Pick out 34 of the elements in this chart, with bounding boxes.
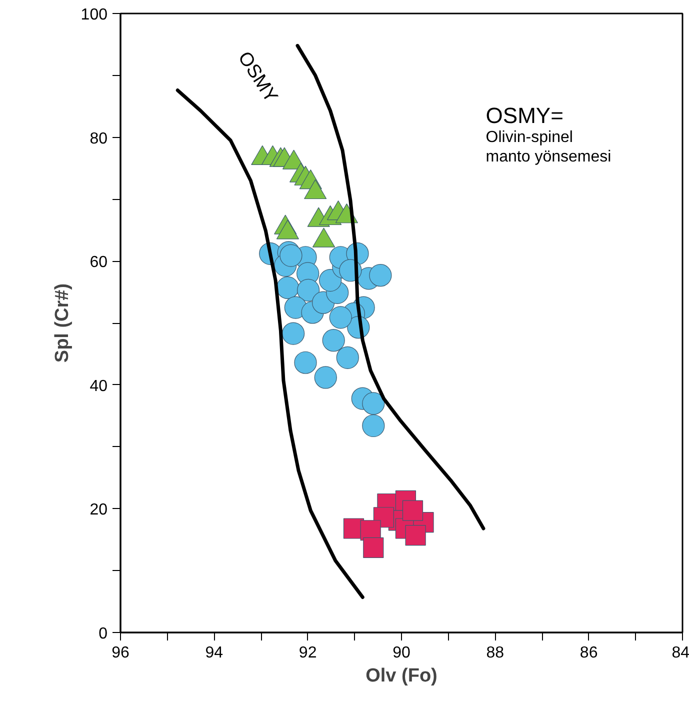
x-axis-title: Olv (Fo) xyxy=(366,666,438,686)
point xyxy=(294,351,317,374)
point xyxy=(314,366,337,389)
y-tick-label: 20 xyxy=(90,502,108,519)
x-tick-label: 86 xyxy=(580,644,598,662)
point xyxy=(402,500,424,521)
annotation: manto yönsemesi xyxy=(486,148,612,166)
point xyxy=(297,278,320,302)
point xyxy=(322,329,345,352)
y-axis-title: Spl (Cr#) xyxy=(52,283,73,363)
y-tick-label: 80 xyxy=(90,130,108,148)
x-tick-label: 84 xyxy=(672,644,689,662)
point xyxy=(362,392,385,415)
y-tick-label: 60 xyxy=(90,254,108,272)
y-tick-label: 40 xyxy=(90,378,108,395)
line-series xyxy=(296,44,486,530)
point xyxy=(363,537,384,558)
annotation: Olivin-spinel xyxy=(486,128,573,146)
point xyxy=(405,525,426,546)
x-tick-label: 90 xyxy=(392,644,410,662)
point xyxy=(336,346,359,369)
y-tick-label: 0 xyxy=(98,626,108,642)
y-tick-label: 100 xyxy=(80,6,108,24)
point xyxy=(276,276,299,299)
point xyxy=(319,269,342,292)
x-tick-label: 96 xyxy=(112,644,130,662)
annotation: OSMY= xyxy=(486,103,564,128)
point xyxy=(282,322,305,345)
x-tick-label: 88 xyxy=(486,644,504,662)
point xyxy=(362,414,385,438)
point xyxy=(369,264,392,287)
x-tick-label: 94 xyxy=(205,644,224,662)
point xyxy=(329,306,352,329)
x-tick-label: 92 xyxy=(298,644,317,662)
